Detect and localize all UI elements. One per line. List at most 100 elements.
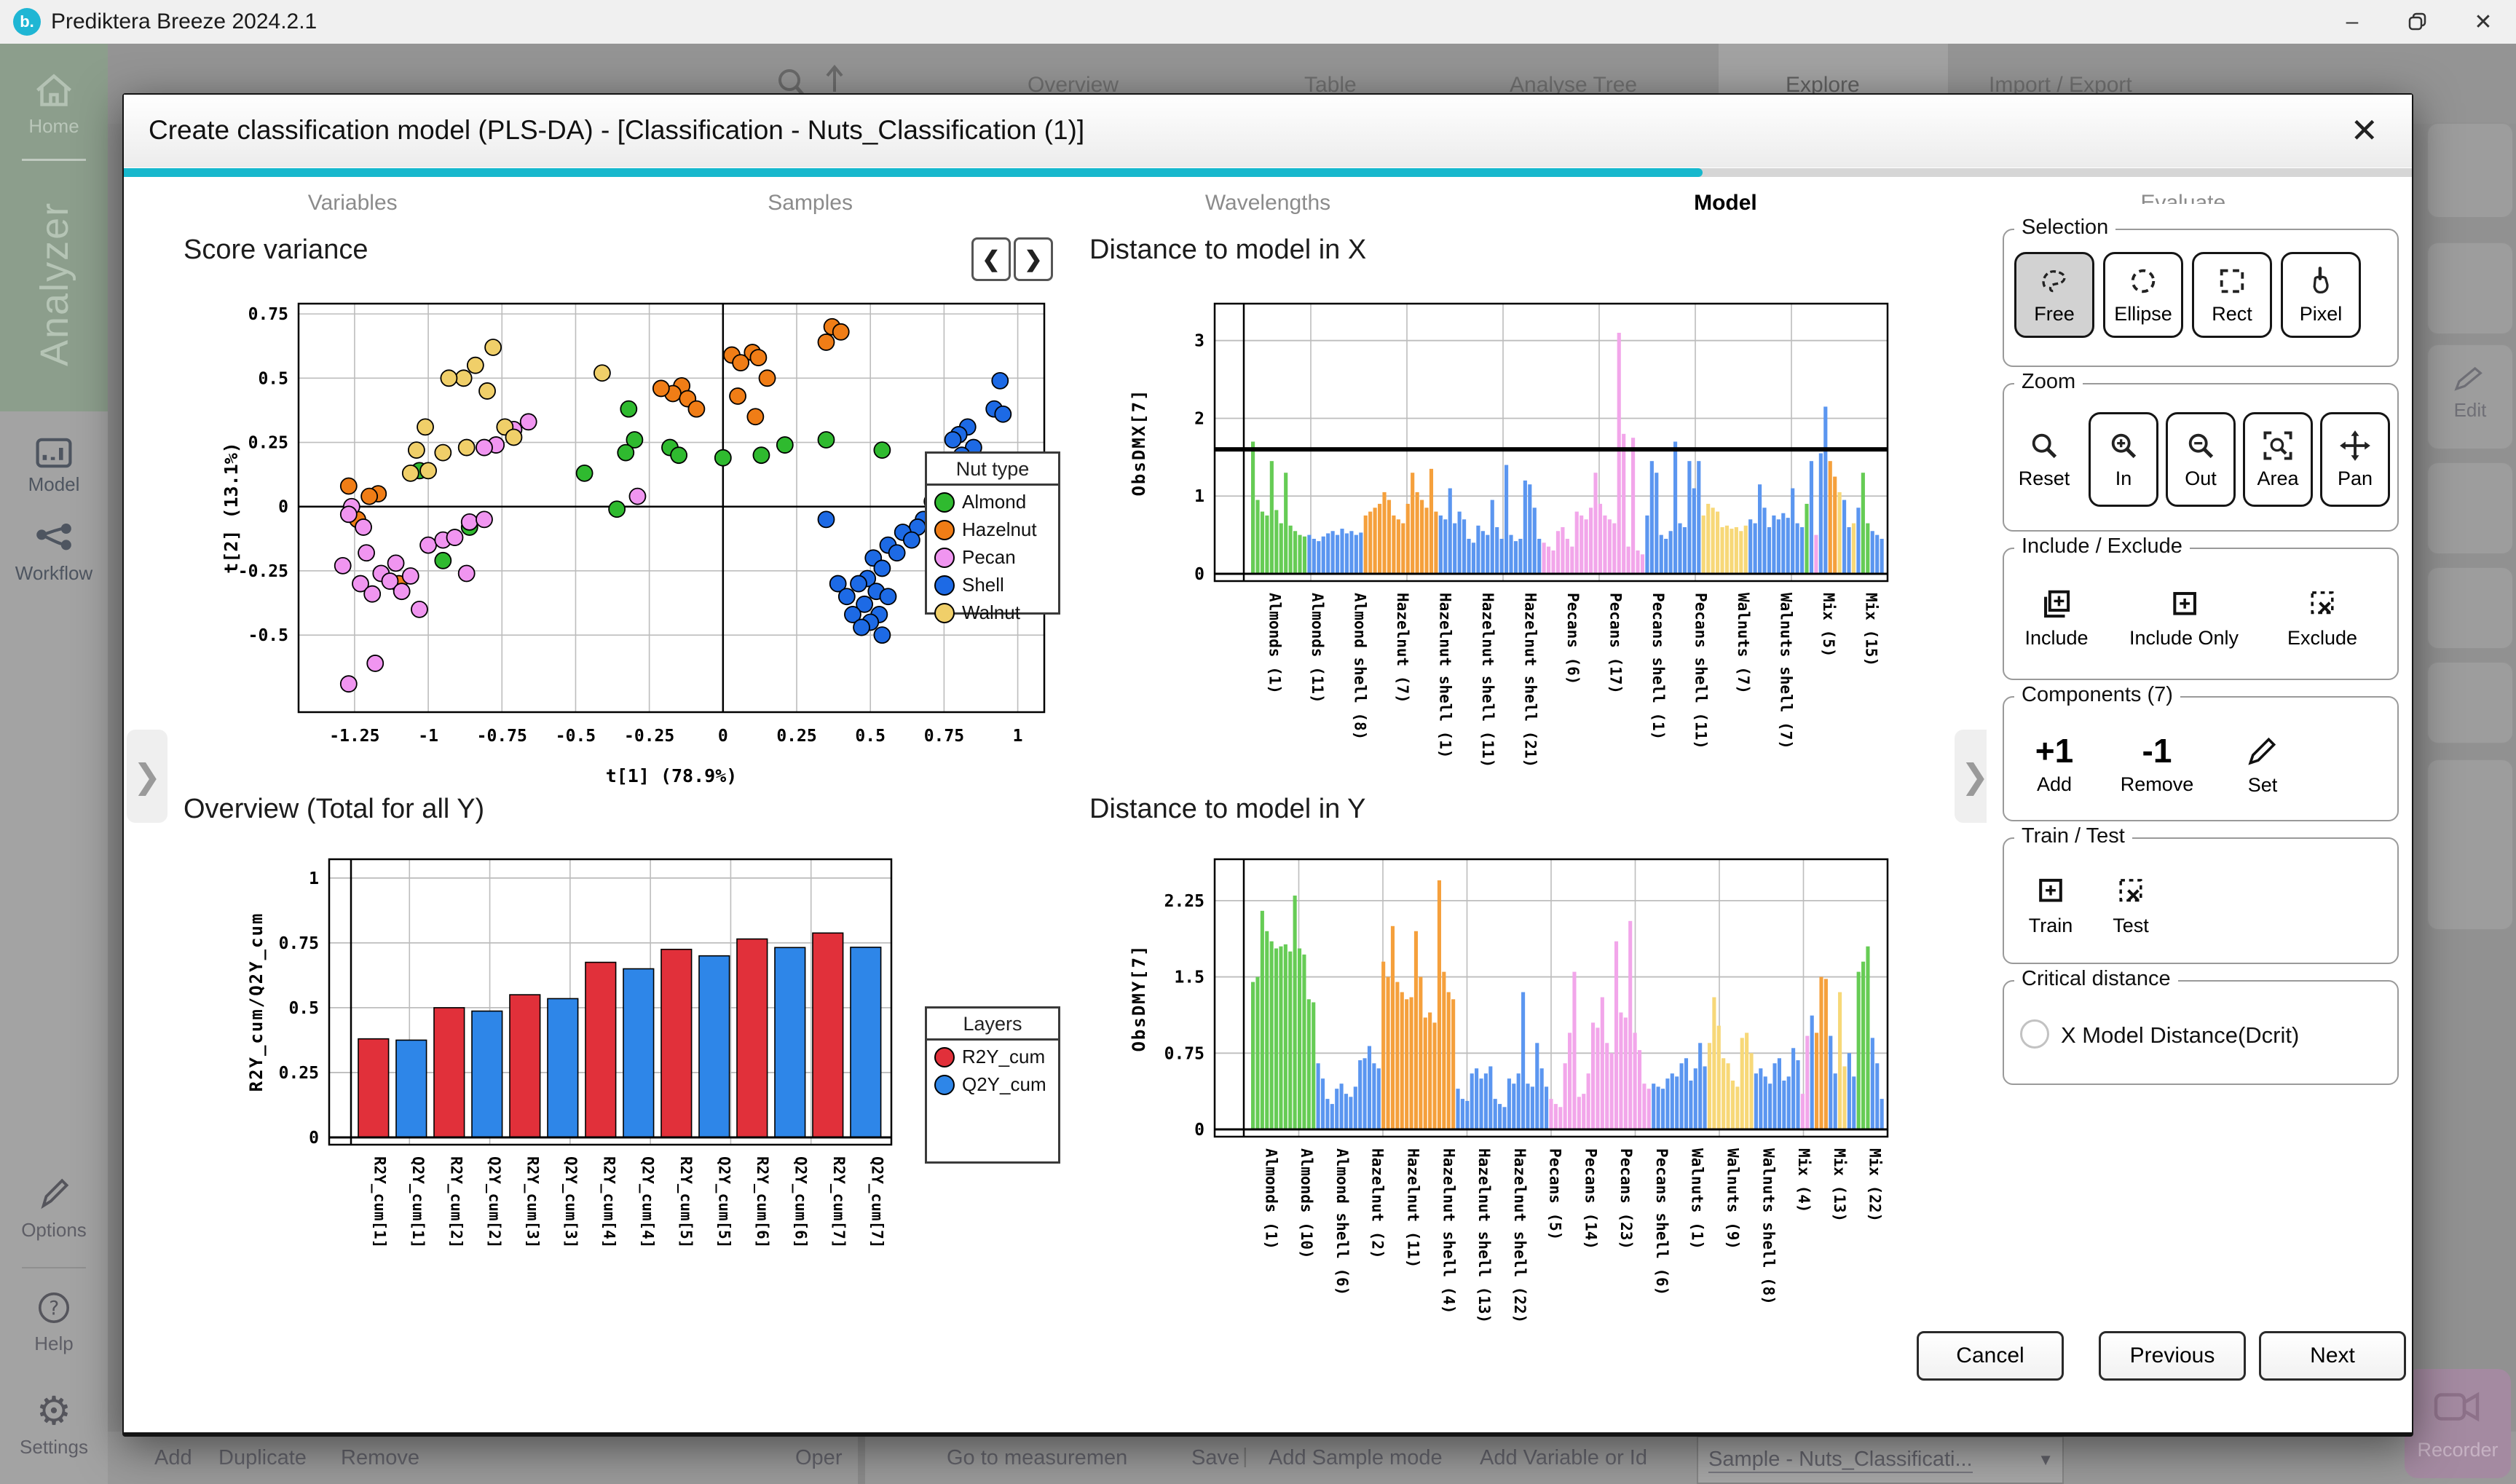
- dcrit-radio-label[interactable]: X Model Distance(Dcrit): [2061, 1022, 2300, 1048]
- toolbar-save[interactable]: Save: [1191, 1446, 1240, 1469]
- sidebar-item-workflow[interactable]: Workflow: [15, 562, 93, 584]
- score-variance-chart[interactable]: -1.25 -1 -0.75 -0.5 -0.25 0 0.25 0.5 0.75 1 0.75 0.…: [213, 285, 1072, 795]
- bg-tab-import-export[interactable]: Import / Export: [1989, 73, 2132, 97]
- train-button[interactable]: Train: [2014, 862, 2087, 950]
- close-window-button[interactable]: ✕: [2474, 9, 2493, 34]
- svg-text:Mix (13): Mix (13): [1831, 1148, 1848, 1222]
- recorder-button[interactable]: Recorder: [2405, 1369, 2511, 1478]
- selection-ellipse-button[interactable]: Ellipse: [2103, 252, 2183, 338]
- legend-color-dot: [934, 602, 955, 623]
- prev-component-button[interactable]: ❮: [971, 237, 1011, 281]
- ellipse-label: Ellipse: [2114, 302, 2172, 325]
- components-group: Components (7) +1 Add -1 Remove Set: [2003, 683, 2399, 821]
- zoom-pan-button[interactable]: Pan: [2320, 412, 2390, 507]
- sidebar-item-home[interactable]: Home: [28, 115, 79, 137]
- toolbar-goto-measurement[interactable]: Go to measuremen: [947, 1446, 1128, 1469]
- bg-tab-explore[interactable]: Explore: [1786, 73, 1860, 97]
- bg-tab-overview[interactable]: Overview: [1028, 73, 1119, 97]
- toolbar-add-variable[interactable]: Add Variable or Id: [1480, 1446, 1647, 1469]
- sidebar-item-options[interactable]: Options: [21, 1219, 87, 1241]
- left-expander-handle[interactable]: ❯: [127, 730, 167, 823]
- svg-text:0.75: 0.75: [248, 305, 288, 324]
- restore-button[interactable]: [2385, 0, 2450, 44]
- test-button[interactable]: Test: [2094, 862, 2167, 950]
- zoom-reset-button[interactable]: Reset: [2010, 417, 2078, 502]
- svg-text:1: 1: [1013, 727, 1023, 746]
- sidebar-item-model[interactable]: Model: [28, 473, 80, 495]
- svg-text:1: 1: [309, 869, 319, 888]
- legend-color-dot: [934, 547, 955, 568]
- svg-text:0.75: 0.75: [279, 934, 319, 953]
- svg-text:Walnuts shell (7): Walnuts shell (7): [1778, 593, 1795, 749]
- workflow-icon[interactable]: [33, 520, 74, 558]
- bg-tab-analyse-tree[interactable]: Analyse Tree: [1510, 73, 1638, 97]
- toolbar-remove[interactable]: Remove: [341, 1446, 419, 1469]
- svg-text:0.5: 0.5: [855, 727, 886, 746]
- sidebar-item-settings[interactable]: Settings: [20, 1436, 88, 1458]
- overview-chart[interactable]: 0 0.25 0.5 0.75 1 R2Y_cum/Q2Y_cum R2Y_cum[1] Q2…: [213, 832, 1072, 1319]
- svg-text:Hazelnut shell (13): Hazelnut shell (13): [1475, 1148, 1493, 1323]
- set-pencil-icon: [2248, 737, 2276, 765]
- settings-gear-icon[interactable]: ⚙: [36, 1389, 72, 1433]
- bg-tab-table[interactable]: Table: [1304, 73, 1357, 97]
- close-icon[interactable]: ✕: [2350, 111, 2378, 149]
- chart-title-dmody: Distance to model in Y: [1089, 794, 1366, 824]
- nut-type-legend: Nut type Almond Hazelnut Pecan Shell Walnut: [925, 451, 1060, 623]
- model-icon[interactable]: [33, 435, 74, 470]
- legend-color-dot: [934, 492, 955, 513]
- include-button[interactable]: Include: [2013, 571, 2100, 666]
- svg-text:R2Y_cum[5]: R2Y_cum[5]: [677, 1156, 695, 1248]
- help-icon[interactable]: ?: [36, 1290, 71, 1325]
- svg-text:Pecans shell (6): Pecans shell (6): [1653, 1148, 1671, 1295]
- pan-icon: [2340, 430, 2370, 461]
- legend-item: Pecan: [927, 541, 1058, 569]
- selection-pixel-button[interactable]: Pixel: [2281, 252, 2361, 338]
- svg-text:R2Y_cum/Q2Y_cum: R2Y_cum/Q2Y_cum: [246, 912, 267, 1092]
- toolbar-add[interactable]: Add: [154, 1446, 192, 1469]
- home-icon[interactable]: [32, 70, 76, 111]
- zoom-in-button[interactable]: In: [2089, 412, 2158, 507]
- sidebar-item-help[interactable]: Help: [34, 1333, 74, 1354]
- component-set-button[interactable]: Set: [2223, 721, 2303, 808]
- previous-button[interactable]: Previous: [2099, 1331, 2246, 1381]
- dmodx-chart[interactable]: 0 1 2 3 ObsDMX[7] Almonds (1) Almonds (11) Almo…: [1094, 289, 1902, 784]
- step-tab-variables[interactable]: Variables: [307, 191, 398, 215]
- include-only-button[interactable]: Include Only: [2107, 571, 2260, 666]
- legend-color-dot: [934, 575, 955, 596]
- exclude-button[interactable]: Exclude: [2268, 571, 2377, 666]
- cancel-button[interactable]: Cancel: [1917, 1331, 2064, 1381]
- legend-label: Walnut: [962, 601, 1020, 623]
- minimize-button[interactable]: –: [2346, 9, 2359, 33]
- svg-text:0.5: 0.5: [288, 999, 319, 1018]
- component-add-button[interactable]: +1 Add: [2014, 721, 2094, 808]
- toolbar-add-sample-mode[interactable]: Add Sample mode: [1269, 1446, 1443, 1469]
- selection-rect-button[interactable]: Rect: [2192, 252, 2272, 338]
- zoom-out-button[interactable]: Out: [2166, 412, 2236, 507]
- step-tab-model[interactable]: Model: [1694, 191, 1757, 215]
- step-tab-wavelengths[interactable]: Wavelengths: [1204, 191, 1331, 215]
- zoom-area-button[interactable]: Area: [2243, 412, 2313, 507]
- dcrit-radio[interactable]: [2020, 1019, 2049, 1049]
- svg-text:Pecans (14): Pecans (14): [1582, 1148, 1599, 1250]
- zoom-area-icon: [2263, 430, 2292, 460]
- component-remove-button[interactable]: -1 Remove: [2106, 721, 2208, 808]
- train-label: Train: [2028, 914, 2073, 936]
- options-pencil-icon[interactable]: [38, 1174, 71, 1212]
- recorder-camera-icon: [2434, 1392, 2480, 1422]
- next-component-button[interactable]: ❯: [1014, 237, 1053, 281]
- chart-title-overview: Overview (Total for all Y): [184, 794, 485, 824]
- svg-text:Hazelnut (11): Hazelnut (11): [1405, 1148, 1422, 1268]
- dmody-chart[interactable]: 0 0.75 1.5 2.25 ObsDMY[7] Almonds (1) Almonds …: [1094, 832, 1902, 1436]
- dialog-step-tabs: Variables Samples Wavelengths Model Eval…: [124, 182, 2412, 226]
- sample-select-dropdown[interactable]: Sample - Nuts_Classificati... ▼: [1697, 1436, 2064, 1484]
- svg-text:Almonds (1): Almonds (1): [1262, 1148, 1279, 1250]
- toolbar-oper[interactable]: Oper: [795, 1446, 843, 1469]
- bg-right-panel-edit[interactable]: Edit: [2426, 344, 2514, 450]
- toolbar-duplicate[interactable]: Duplicate: [218, 1446, 307, 1469]
- svg-text:Mix (5): Mix (5): [1820, 593, 1837, 658]
- selection-free-button[interactable]: Free: [2014, 252, 2094, 338]
- dialog-title: Create classification model (PLS-DA) - […: [149, 115, 1085, 145]
- free-label: Free: [2034, 302, 2075, 325]
- next-button[interactable]: Next: [2259, 1331, 2406, 1381]
- step-tab-samples[interactable]: Samples: [768, 191, 853, 215]
